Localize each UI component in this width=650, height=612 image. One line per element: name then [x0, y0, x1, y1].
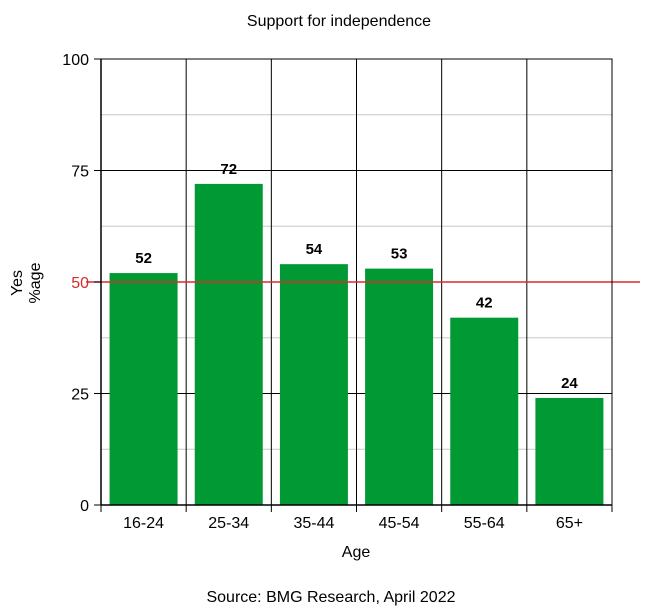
- chart-title: Support for independence: [247, 13, 431, 30]
- bars: [109, 183, 604, 505]
- y-axis-label-line-1: Yes: [9, 270, 26, 296]
- y-tick-label-50: 50: [71, 275, 89, 292]
- bar-35-44: [279, 264, 348, 505]
- bar-55-64: [450, 317, 519, 505]
- data-label-65+: 24: [561, 375, 578, 392]
- bar-45-54: [365, 268, 434, 505]
- y-axis-label-line-2: %age: [27, 262, 44, 303]
- data-label-45-54: 53: [391, 246, 408, 263]
- bar-65+: [535, 397, 604, 505]
- bar-25-34: [194, 183, 263, 505]
- x-tick-label-65+: 65+: [556, 515, 583, 532]
- axes: [94, 58, 613, 512]
- y-tick-label-75: 75: [71, 164, 89, 181]
- y-tick-label-25: 25: [71, 387, 89, 404]
- source-note: Source: BMG Research, April 2022: [206, 589, 455, 606]
- data-label-25-34: 72: [220, 161, 237, 178]
- x-axis-label: Age: [342, 544, 371, 561]
- x-tick-label-35-44: 35-44: [293, 515, 334, 532]
- data-label-55-64: 42: [476, 295, 493, 312]
- y-tick-labels: 0 25 50 75 100: [62, 52, 89, 515]
- y-axis-label: Yes %age: [9, 262, 44, 303]
- y-tick-label-0: 0: [80, 498, 89, 515]
- x-tick-label-55-64: 55-64: [464, 515, 505, 532]
- x-tick-labels: 16-24 25-34 35-44 45-54 55-64 65+: [123, 515, 583, 532]
- y-tick-label-100: 100: [62, 52, 89, 69]
- x-tick-label-16-24: 16-24: [123, 515, 164, 532]
- data-labels: 52 72 54 53 42 24: [135, 161, 578, 392]
- bar-16-24: [109, 273, 178, 505]
- data-label-16-24: 52: [135, 250, 152, 267]
- x-tick-label-45-54: 45-54: [379, 515, 420, 532]
- data-label-35-44: 54: [306, 241, 323, 258]
- x-tick-label-25-34: 25-34: [208, 515, 249, 532]
